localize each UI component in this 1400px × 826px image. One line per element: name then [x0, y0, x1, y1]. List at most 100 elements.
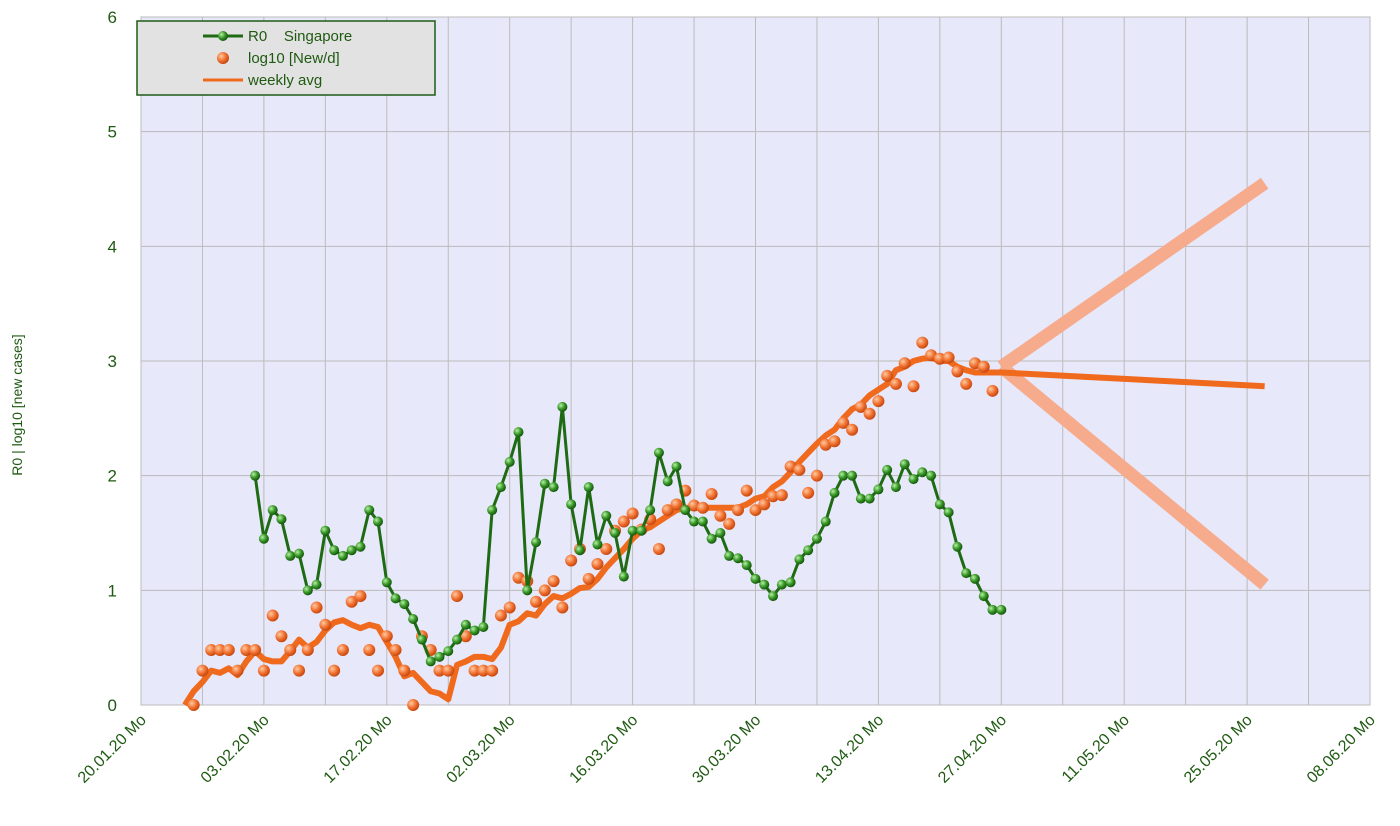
data-dot: [565, 554, 578, 567]
data-dot: [275, 630, 288, 643]
data-dot: [977, 360, 990, 373]
data-dot: [380, 630, 393, 643]
legend-box: [136, 20, 436, 96]
x-tick-label: 03.02.20 Mo: [198, 712, 273, 787]
data-dot: [837, 416, 850, 429]
data-dot: [354, 590, 367, 603]
data-dot: [661, 504, 674, 517]
r0-marker: [416, 634, 427, 645]
data-dot: [196, 664, 209, 677]
r0-marker: [513, 427, 524, 438]
r0-marker: [908, 474, 919, 485]
legend-label: R0 Singapore: [248, 28, 352, 45]
r0-marker: [776, 579, 787, 590]
r0-marker: [890, 482, 901, 493]
r0-marker: [592, 539, 603, 550]
data-dot: [503, 601, 516, 614]
x-tick-label: 16.03.20 Mo: [567, 712, 642, 787]
data-dot: [758, 498, 771, 511]
data-dot: [266, 609, 279, 622]
data-dot: [626, 507, 639, 520]
data-dot: [591, 557, 604, 570]
r0-marker: [689, 516, 700, 527]
data-dot: [740, 484, 753, 497]
data-dot: [951, 365, 964, 378]
r0-marker: [487, 505, 498, 516]
data-dot: [881, 369, 894, 382]
r0-marker: [671, 461, 682, 472]
x-tick-label: 27.04.20 Mo: [935, 712, 1010, 787]
r0-marker: [785, 577, 796, 588]
r0-marker: [302, 585, 313, 596]
data-dot: [407, 699, 420, 711]
data-dot: [872, 395, 885, 408]
y-tick-label: 2: [108, 467, 117, 486]
y-tick-label: 1: [108, 581, 117, 600]
r0-marker: [408, 614, 419, 624]
r0-marker: [820, 516, 831, 527]
y-tick-label: 5: [108, 123, 117, 142]
data-dot: [863, 407, 876, 420]
data-dot: [222, 643, 235, 656]
data-dot: [389, 643, 402, 656]
r0-marker: [645, 505, 656, 516]
trend-line: [997, 361, 1269, 590]
r0-marker: [329, 545, 340, 556]
trend-line: [997, 177, 1269, 373]
r0-marker: [794, 554, 805, 565]
y-tick-label: 6: [108, 8, 117, 27]
r0-marker: [636, 525, 647, 536]
data-dot: [538, 584, 551, 597]
data-dot: [451, 590, 464, 603]
data-dot: [714, 509, 727, 522]
data-dot: [398, 664, 411, 677]
r0-marker: [373, 516, 384, 527]
data-dot: [617, 515, 630, 528]
r0-marker: [811, 533, 822, 544]
r0-marker: [574, 545, 585, 556]
r0-marker: [855, 493, 866, 504]
r0-marker: [996, 604, 1007, 615]
r0-marker: [267, 505, 278, 516]
r0-marker: [346, 545, 357, 556]
legend-label: weekly avg: [247, 72, 322, 89]
data-dot: [442, 664, 455, 677]
data-dot: [336, 643, 349, 656]
r0-marker: [311, 579, 322, 590]
data-dot: [986, 384, 999, 397]
data-dot: [775, 489, 788, 502]
x-tick-label: 25.05.20 Mo: [1181, 712, 1256, 787]
r0-marker: [276, 514, 287, 525]
r0-marker: [425, 656, 436, 667]
r0-marker: [399, 599, 410, 610]
r0-marker: [697, 516, 708, 527]
data-dot: [828, 435, 841, 448]
legend-label: log10 [New/d]: [248, 50, 340, 67]
data-dot: [854, 400, 867, 413]
data-dot: [582, 572, 595, 585]
y-axis-label: R0 | log10 [new cases]: [9, 334, 25, 475]
data-dot: [494, 609, 507, 622]
r0-marker: [662, 476, 673, 487]
data-dot: [459, 630, 472, 643]
data-dot: [547, 575, 560, 588]
x-tick-label: 17.02.20 Mo: [321, 712, 396, 787]
data-dot: [372, 664, 385, 677]
data-dot: [696, 501, 709, 514]
r0-marker: [364, 505, 375, 516]
r0-marker: [355, 541, 366, 552]
x-tick-label: 13.04.20 Mo: [812, 712, 887, 787]
r0-marker: [250, 470, 261, 481]
data-dot: [960, 377, 973, 390]
data-dot: [652, 543, 665, 556]
r0-marker: [627, 525, 638, 536]
data-dot: [898, 357, 911, 370]
r0-marker: [478, 622, 489, 633]
r0-marker: [285, 550, 296, 561]
data-dot: [363, 643, 376, 656]
x-tick-label: 30.03.20 Mo: [689, 712, 764, 787]
r0-marker: [873, 484, 884, 495]
data-dot: [257, 664, 270, 677]
r0-marker: [548, 482, 559, 493]
